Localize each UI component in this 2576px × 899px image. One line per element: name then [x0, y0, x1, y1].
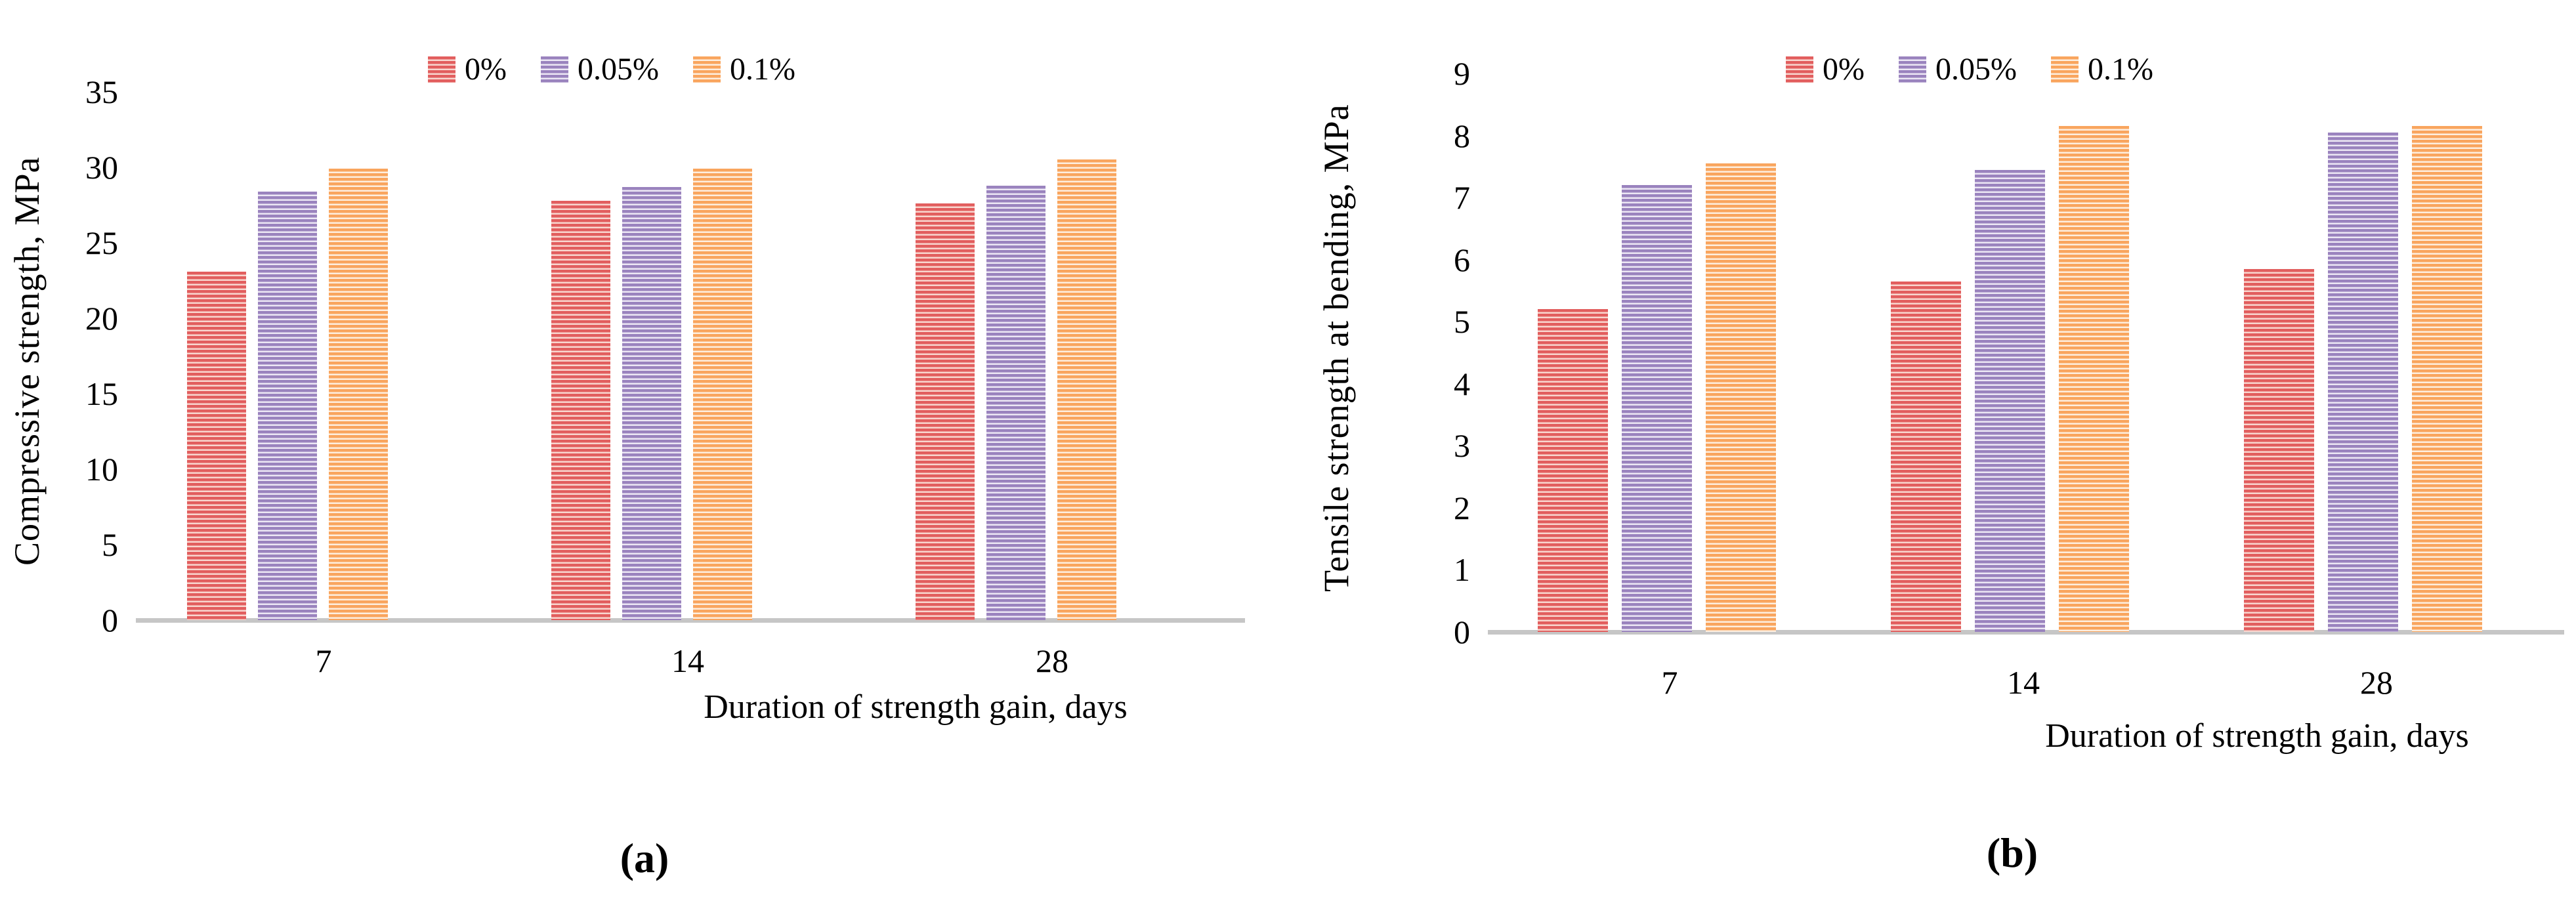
x-tick-label: 7: [315, 642, 332, 679]
panel-label: (a): [620, 835, 669, 881]
legend-item: 0.1%: [2050, 52, 2153, 87]
bar-0pct: [1538, 309, 1608, 632]
x-tick-label: 7: [1661, 664, 1678, 701]
bar-0pct: [1891, 282, 1961, 632]
y-tick-label: 10: [85, 451, 118, 488]
panel-label: (b): [1986, 829, 2038, 876]
bar-0pct: [187, 272, 246, 620]
bar-0.05pct: [258, 192, 317, 620]
bar-0pct: [2244, 269, 2314, 632]
bar-group: [2244, 126, 2482, 632]
chart-panel-a: 0% 0.05% 0.1% Compressive strength, MPa 0 5 10…: [7, 54, 1245, 881]
bar-0.1pct: [1057, 159, 1116, 620]
legend-item: 0%: [428, 54, 507, 85]
legend-label: 0%: [465, 52, 507, 87]
x-axis-title: Duration of strength gain, days: [704, 688, 1128, 726]
legend-item: 0%: [1786, 54, 1865, 85]
y-tick-label: 3: [1454, 427, 1470, 464]
y-tick-label: 1: [1454, 551, 1470, 588]
bar-group: [916, 159, 1116, 620]
legend-label: 0%: [1823, 52, 1865, 87]
bar-0pct: [916, 203, 975, 620]
y-tick-label: 35: [85, 73, 118, 110]
y-tick-label: 25: [85, 224, 118, 261]
bar-0.05pct: [2328, 133, 2398, 632]
x-tick-label: 14: [2007, 664, 2040, 701]
legend-item: 0.05%: [1899, 54, 2017, 85]
y-tick-label: 5: [1454, 303, 1470, 340]
bar-0.1pct: [2059, 126, 2129, 632]
legend-label: 0.1%: [2087, 52, 2153, 87]
y-tick-label: 30: [85, 149, 118, 186]
y-tick-label: 8: [1454, 117, 1470, 154]
y-axis-title: Tensile strength at bending, MPa: [1317, 104, 1356, 592]
legend-label: 0.05%: [1935, 52, 2017, 87]
legend-swatch-icon: [428, 56, 456, 83]
legend-label: 0.05%: [578, 52, 659, 87]
legend-swatch-icon: [541, 56, 569, 83]
bar-group: [551, 169, 752, 620]
legend-swatch-icon: [2050, 56, 2079, 83]
y-tick-label: 6: [1454, 241, 1470, 278]
legend: 0% 0.05% 0.1%: [1786, 54, 2153, 85]
x-axis-line: [1488, 630, 2564, 635]
bar-group: [187, 169, 388, 620]
x-tick-label: 28: [2360, 664, 2393, 701]
legend-item: 0.1%: [692, 52, 795, 87]
legend-item: 0.05%: [541, 54, 659, 85]
bar-0.1pct: [1706, 163, 1776, 632]
bar-0pct: [551, 201, 610, 620]
bar-group: [1538, 163, 1776, 632]
x-tick-label: 14: [671, 642, 704, 679]
legend-swatch-icon: [692, 56, 721, 83]
y-tick-label: 5: [102, 526, 118, 563]
x-axis-line: [136, 618, 1245, 623]
legend-swatch-icon: [1899, 56, 1927, 83]
bar-0.05pct: [622, 187, 681, 620]
bar-0.05pct: [1622, 185, 1692, 632]
y-tick-label: 4: [1454, 366, 1470, 402]
y-tick-label: 2: [1454, 490, 1470, 526]
chart-panel-b: 0% 0.05% 0.1% Tensile strength at bending, …: [1288, 0, 2576, 899]
x-tick-label: 28: [1036, 642, 1068, 679]
x-axis-title: Duration of strength gain, days: [2045, 717, 2469, 755]
bar-0.1pct: [329, 169, 388, 620]
y-tick-label: 9: [1454, 55, 1470, 92]
legend-swatch-icon: [1786, 56, 1814, 83]
bar-0.05pct: [1975, 170, 2045, 632]
y-tick-label: 20: [85, 300, 118, 337]
bar-0.1pct: [693, 169, 752, 620]
bar-0.05pct: [986, 186, 1045, 620]
legend: 0% 0.05% 0.1%: [428, 54, 795, 85]
y-tick-label: 0: [1454, 614, 1470, 650]
legend-label: 0.1%: [729, 52, 795, 87]
y-tick-label: 0: [102, 602, 118, 638]
y-tick-label: 7: [1454, 179, 1470, 216]
bar-0.1pct: [2412, 126, 2482, 632]
y-tick-label: 15: [85, 375, 118, 412]
bar-group: [1891, 126, 2129, 632]
